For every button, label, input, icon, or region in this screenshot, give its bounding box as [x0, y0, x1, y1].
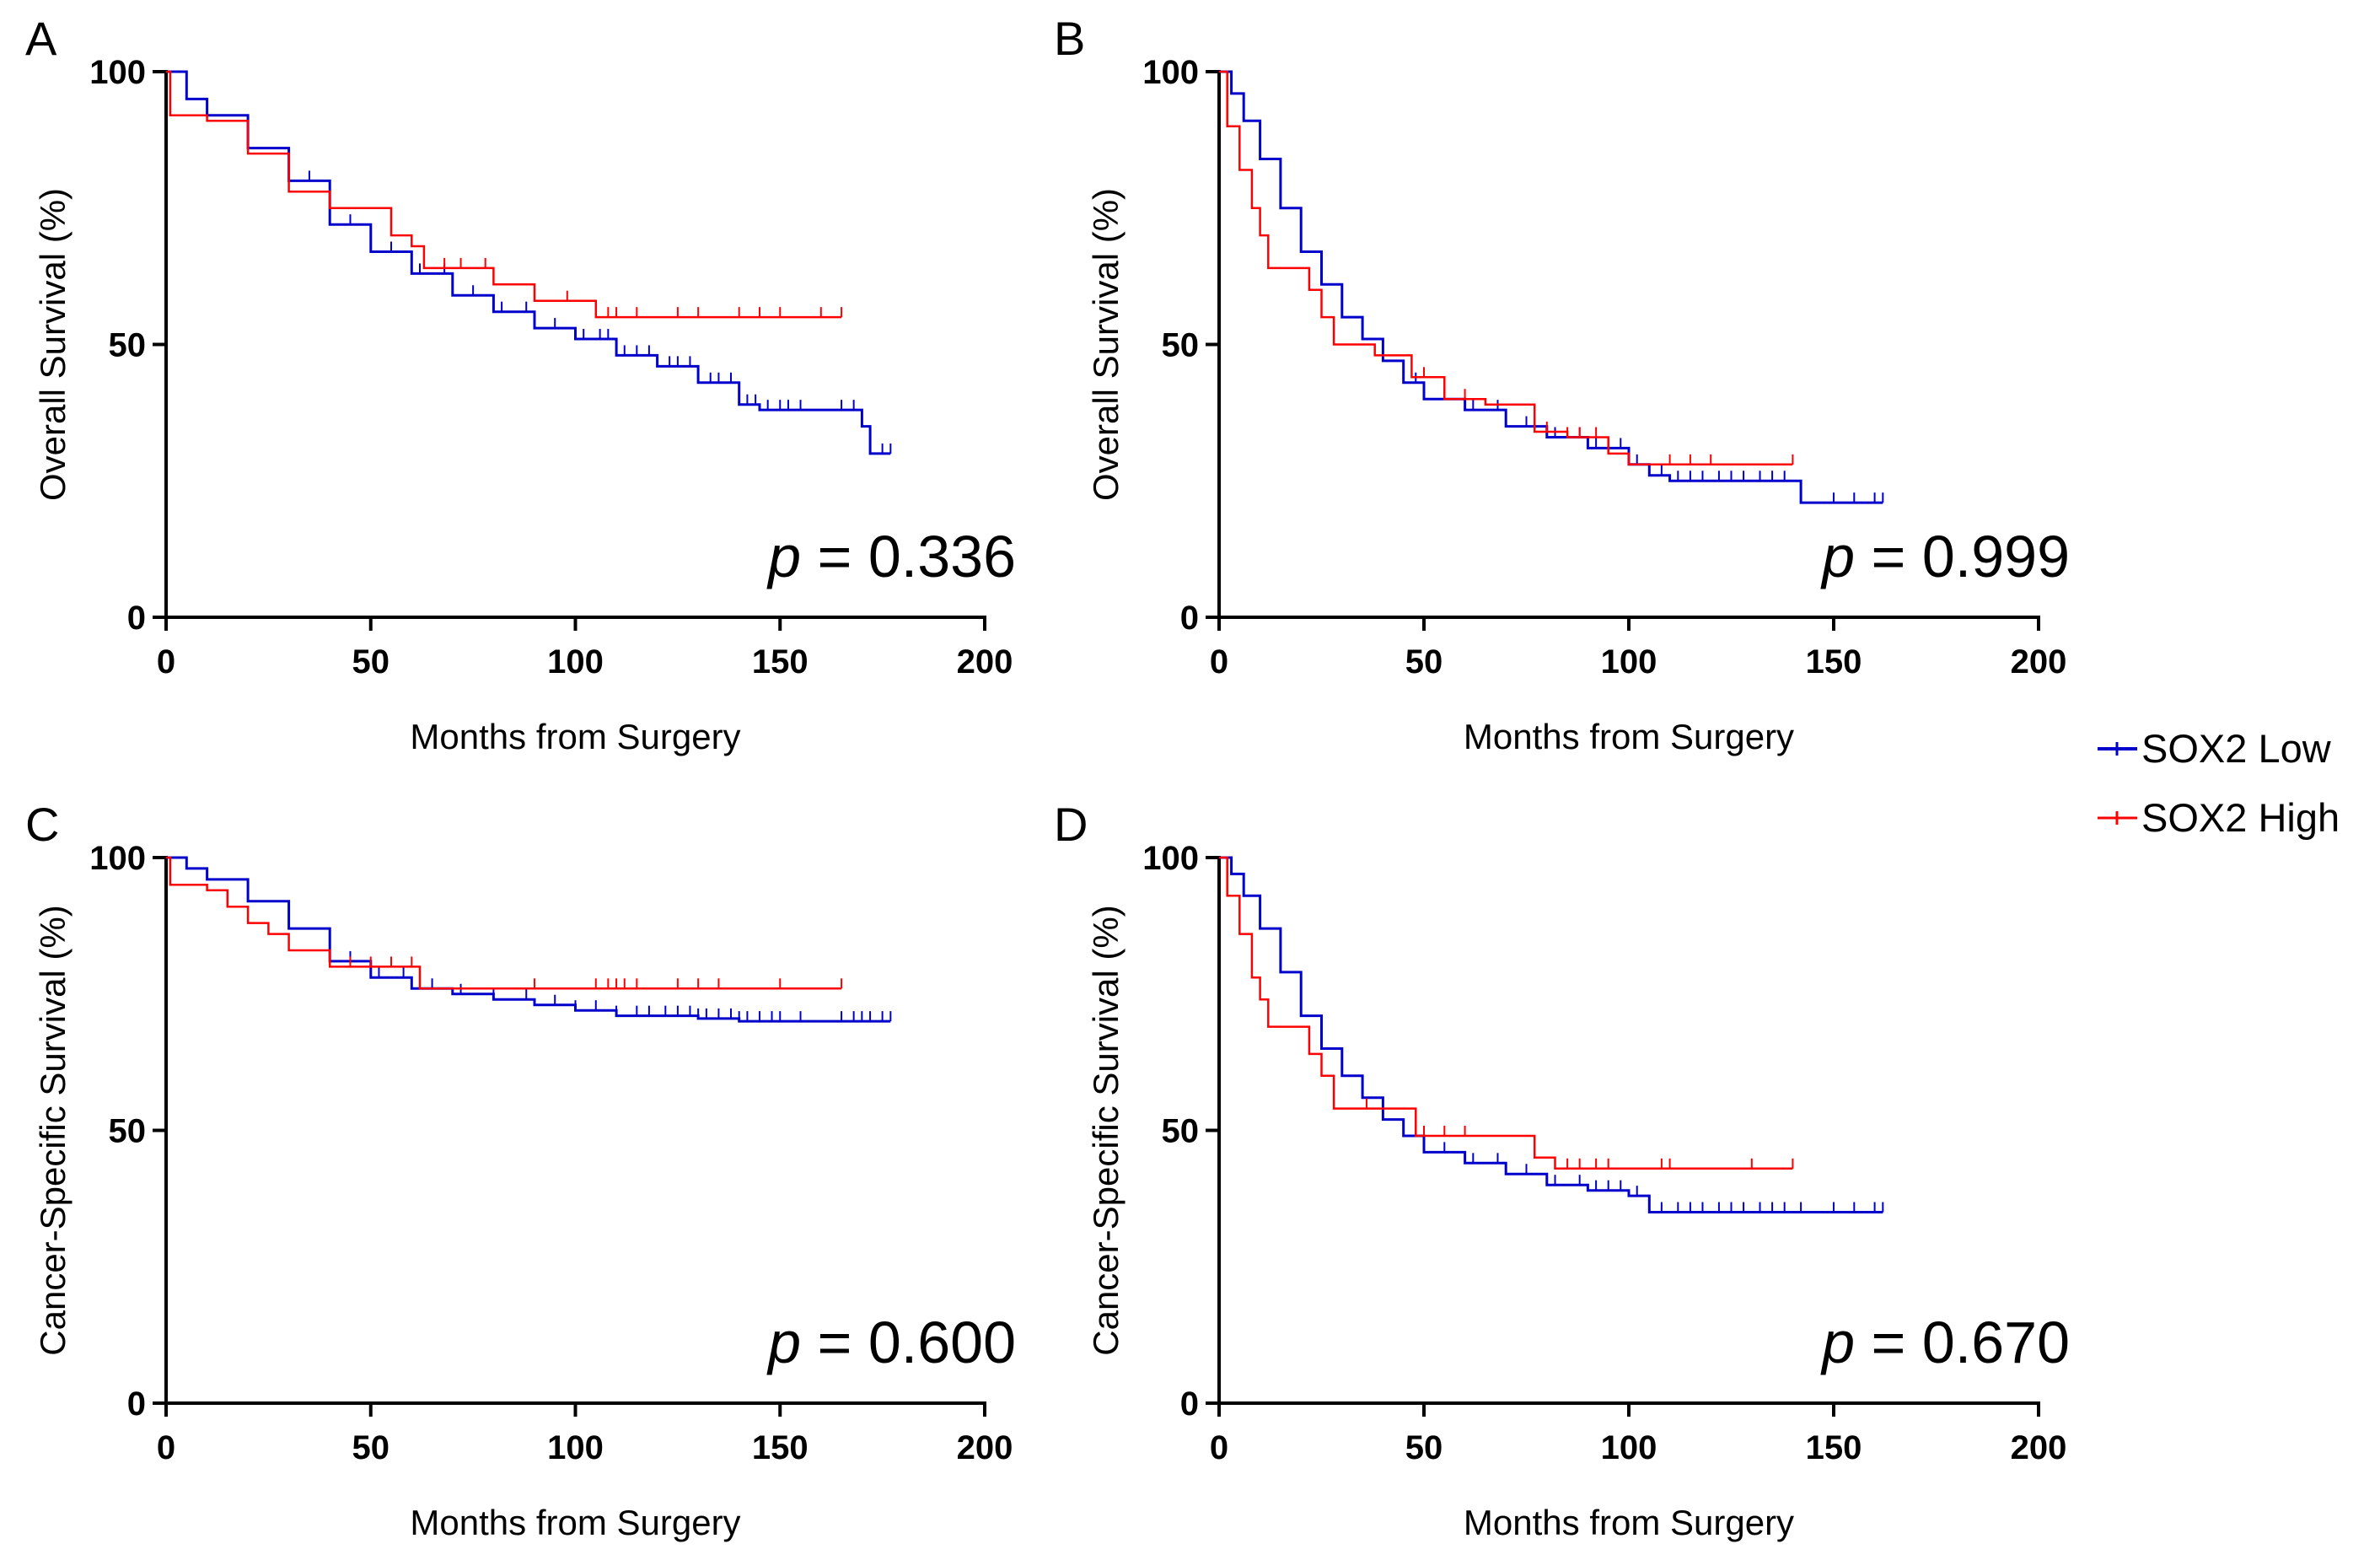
panel-a-series-line	[166, 70, 842, 319]
panel-c-p-symbol: p	[766, 1310, 801, 1375]
panel-c: C 0 50 100 150 200 0 50 100 Months from Surgery Ca…	[25, 798, 1016, 1542]
panel-a-y-tick-label: 100	[89, 54, 146, 91]
panel-d-p-symbol: p	[1820, 1310, 1855, 1375]
panel-d-y-tick-label: 50	[1162, 1113, 1200, 1150]
panel-a-x-tick-label: 200	[957, 643, 1013, 680]
panel-a-y-tick-label: 0	[127, 600, 146, 637]
panel-a-x-tick-label: 50	[352, 643, 390, 680]
panel-c-series-sox2-high	[166, 856, 843, 990]
panel-b-y-tick-label: 100	[1142, 54, 1199, 91]
panel-a-p-number: = 0.336	[801, 524, 1016, 589]
panel-d-p-number: = 0.670	[1855, 1310, 2070, 1375]
panel-b-x-tick-label: 150	[1806, 643, 1862, 680]
panel-d-y-axis-label: Cancer-Specific Survival (%)	[1086, 905, 1126, 1355]
panel-b-x-tick-label: 100	[1601, 643, 1657, 680]
panel-d-y-tick-label: 100	[1142, 840, 1199, 877]
panel-c-y-tick-label: 100	[89, 840, 146, 877]
panel-b-x-axis-label: Months from Surgery	[1464, 717, 1794, 756]
panel-c-p-value: p = 0.600	[766, 1310, 1016, 1375]
panel-a-y-tick-label: 50	[109, 327, 147, 364]
panel-d-y-tick-label: 0	[1180, 1385, 1199, 1423]
panel-a-x-tick-label: 150	[752, 643, 809, 680]
panel-a-series-sox2-high	[166, 70, 843, 319]
panel-a-x-axis-label: Months from Surgery	[410, 717, 740, 756]
panel-a-p-symbol: p	[766, 524, 801, 589]
legend-label-sox2-low: SOX2 Low	[2141, 726, 2332, 771]
panel-b-series-line	[1219, 70, 1883, 504]
panel-b-series-sox2-high	[1219, 70, 1794, 466]
panel-c-x-tick-label: 50	[352, 1429, 390, 1466]
panel-a-p-value: p = 0.336	[766, 524, 1016, 589]
panel-a-series-sox2-low	[166, 70, 892, 455]
panel-c-x-tick-label: 200	[957, 1429, 1013, 1466]
panel-a-x-tick-label: 100	[547, 643, 604, 680]
panel-c-x-tick-label: 150	[752, 1429, 809, 1466]
panel-b-letter: B	[1054, 12, 1085, 65]
panel-a-x-tick-label: 0	[157, 643, 175, 680]
panel-b-p-number: = 0.999	[1855, 524, 2070, 589]
panel-b-p-value: p = 0.999	[1820, 524, 2070, 589]
panel-b-p-symbol: p	[1820, 524, 1855, 589]
panel-b-x-tick-label: 50	[1405, 643, 1443, 680]
panel-c-p-number: = 0.600	[801, 1310, 1016, 1375]
panel-b-y-tick-label: 0	[1180, 600, 1199, 637]
panel-b-y-axis-label: Overall Survival (%)	[1086, 188, 1126, 501]
panel-d-x-tick-label: 150	[1806, 1429, 1862, 1466]
panel-d-x-tick-label: 0	[1210, 1429, 1228, 1466]
panel-d-series-sox2-high	[1219, 856, 1794, 1170]
panel-a-y-axis-label: Overall Survival (%)	[33, 188, 73, 501]
panel-a-letter: A	[25, 12, 57, 65]
panel-a-series-line	[166, 70, 891, 455]
panel-c-x-tick-label: 100	[547, 1429, 604, 1466]
panel-b-y-tick-label: 50	[1162, 327, 1200, 364]
panel-d-x-tick-label: 200	[2011, 1429, 2067, 1466]
legend: SOX2 Low SOX2 High	[2098, 726, 2340, 840]
panel-d: D 0 50 100 150 200 0 50 100 Months from Surgery Ca…	[1054, 798, 2070, 1542]
panel-a: A 0 50 100 150 200 0 50 100 Months from Surgery Ov…	[25, 12, 1016, 756]
panel-c-y-tick-label: 0	[127, 1385, 146, 1423]
panel-b-x-tick-label: 200	[2011, 643, 2067, 680]
panel-c-x-axis-label: Months from Surgery	[410, 1503, 740, 1542]
panel-c-y-axis-label: Cancer-Specific Survival (%)	[33, 905, 73, 1355]
panel-b-x-tick-label: 0	[1210, 643, 1228, 680]
panel-d-x-axis-label: Months from Surgery	[1464, 1503, 1794, 1542]
panel-c-series-line	[166, 856, 842, 990]
panel-b: B 0 50 100 150 200 0 50 100 Months from Surgery Ov…	[1054, 12, 2070, 756]
panel-d-x-tick-label: 50	[1405, 1429, 1443, 1466]
panel-c-x-tick-label: 0	[157, 1429, 175, 1466]
panel-d-p-value: p = 0.670	[1820, 1310, 2070, 1375]
panel-d-letter: D	[1054, 798, 1088, 851]
panel-c-letter: C	[25, 798, 59, 851]
panel-b-series-line	[1219, 70, 1793, 466]
legend-label-sox2-high: SOX2 High	[2141, 795, 2340, 840]
panel-d-x-tick-label: 100	[1601, 1429, 1657, 1466]
panel-d-series-line	[1219, 856, 1793, 1170]
panel-c-y-tick-label: 50	[109, 1113, 147, 1150]
